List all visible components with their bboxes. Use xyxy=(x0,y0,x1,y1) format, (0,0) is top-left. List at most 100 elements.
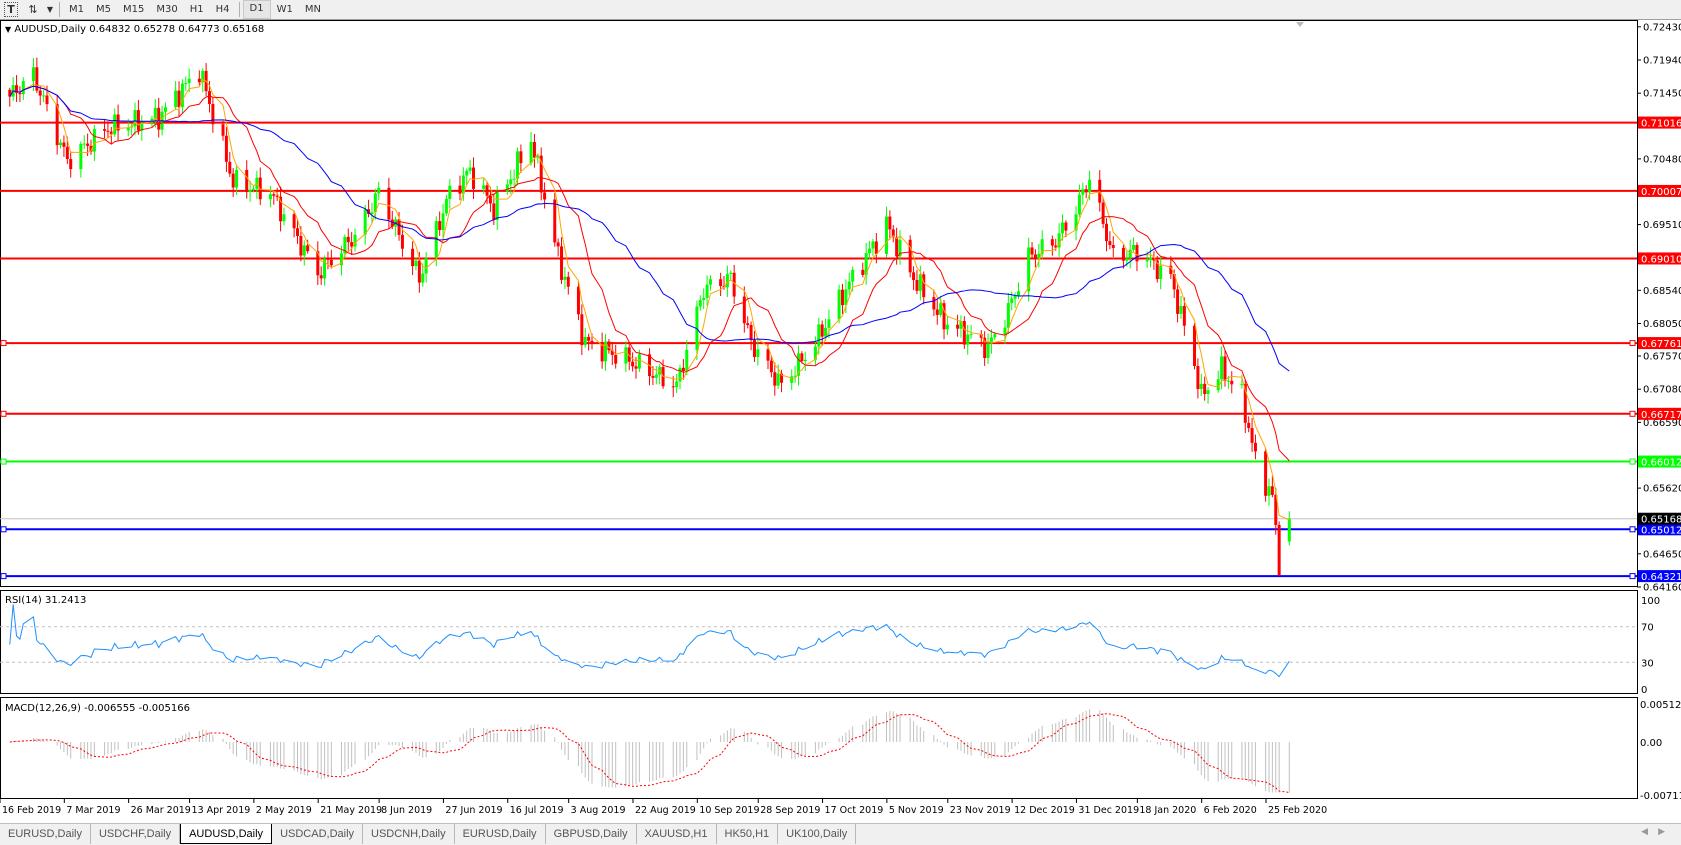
candle-body xyxy=(654,374,658,378)
tab-eurusd-daily[interactable]: EURUSD,Daily xyxy=(455,824,546,844)
candle-body xyxy=(956,324,960,329)
candle-body xyxy=(1074,214,1078,231)
candle xyxy=(627,342,631,371)
candle xyxy=(749,321,753,351)
timeframe-m15[interactable]: M15 xyxy=(123,4,145,15)
tab-audusd-daily[interactable]: AUDUSD,Daily xyxy=(180,824,273,844)
candle-body xyxy=(18,92,22,95)
line-handle-icon[interactable] xyxy=(1629,340,1636,347)
chart-area[interactable]: 0.72430 0.71940 0.71450 0.70480 0.69510 0.685… xyxy=(0,20,1681,820)
line-handle-icon[interactable] xyxy=(1629,573,1636,580)
candle-body xyxy=(38,90,42,96)
line-handle-icon[interactable] xyxy=(1629,526,1636,533)
candle-body xyxy=(482,185,486,189)
line-price-label: 0.67761 xyxy=(1641,339,1681,350)
candle xyxy=(319,266,323,285)
timeframe-w1[interactable]: W1 xyxy=(276,4,293,15)
tab-xauusd-h1[interactable]: XAUUSD,H1 xyxy=(637,824,717,844)
price-tick-label: 0.69510 xyxy=(1643,220,1681,231)
candle xyxy=(698,295,702,311)
candle-body xyxy=(163,107,167,112)
line-handle-icon[interactable] xyxy=(0,526,7,533)
candle xyxy=(1081,182,1085,205)
candle xyxy=(560,237,564,285)
tab-usdcad-daily[interactable]: USDCAD,Daily xyxy=(272,824,364,844)
candle-body xyxy=(979,334,983,338)
candle xyxy=(583,328,587,348)
candle xyxy=(69,151,73,178)
price-tick-label: 0.68050 xyxy=(1643,319,1681,330)
candle xyxy=(113,108,117,137)
timeframe-h4[interactable]: H4 xyxy=(215,4,230,15)
line-handle-icon[interactable] xyxy=(0,340,7,347)
candle xyxy=(539,147,543,201)
candle xyxy=(888,210,892,240)
candle xyxy=(742,286,746,333)
line-handle-icon[interactable] xyxy=(0,410,7,417)
candle xyxy=(1287,511,1291,546)
candle xyxy=(932,289,936,317)
candle-body xyxy=(884,216,888,254)
candle xyxy=(353,228,357,252)
timeframe-d1[interactable]: D1 xyxy=(242,0,271,19)
tab-usdcnh-daily[interactable]: USDCNH,Daily xyxy=(363,824,455,844)
candle-body xyxy=(224,135,228,162)
candle xyxy=(1121,244,1125,269)
candle-body xyxy=(529,141,533,164)
date-tick-label: 17 Oct 2019 xyxy=(825,805,884,816)
candle xyxy=(1267,478,1271,506)
dropdown-icon[interactable]: ▼ xyxy=(46,5,54,14)
candle-body xyxy=(370,212,374,215)
collapse-triangle-icon[interactable]: ▼ xyxy=(5,25,12,34)
line-price-label: 0.64321 xyxy=(1641,572,1681,583)
candle-body xyxy=(817,324,821,347)
candle-body xyxy=(505,184,509,192)
candle-body xyxy=(868,248,872,254)
candle-body xyxy=(685,349,689,371)
line-handle-icon[interactable] xyxy=(0,573,7,580)
date-tick-label: 26 Mar 2019 xyxy=(131,805,191,816)
candle xyxy=(837,284,841,324)
tab-gbpusd-daily[interactable]: GBPUSD,Daily xyxy=(546,824,637,844)
price-tick-label: 0.71450 xyxy=(1643,89,1681,100)
tab-usdchf-daily[interactable]: USDCHF,Daily xyxy=(91,824,181,844)
timeframe-mn[interactable]: MN xyxy=(304,4,321,15)
arrows-tool-icon[interactable]: ⇅ xyxy=(28,3,38,16)
line-handle-icon[interactable] xyxy=(0,458,7,465)
tab-hk50-h1[interactable]: HK50,H1 xyxy=(717,824,779,844)
candle xyxy=(326,251,330,270)
candle xyxy=(292,210,296,238)
text-tool-icon[interactable]: T xyxy=(0,1,22,18)
candle-body xyxy=(421,273,425,283)
candle xyxy=(323,255,327,286)
candle-body xyxy=(861,269,865,275)
candle xyxy=(607,338,611,354)
date-tick-label: 25 Feb 2020 xyxy=(1268,805,1327,816)
candle-body xyxy=(708,279,712,285)
candle-body xyxy=(387,187,391,220)
candle xyxy=(512,169,516,187)
candle-body xyxy=(590,340,594,343)
line-handle-icon[interactable] xyxy=(1629,458,1636,465)
candle xyxy=(248,180,252,202)
candle-body xyxy=(1111,245,1115,248)
candle-body xyxy=(417,260,421,283)
line-handle-icon[interactable] xyxy=(1629,410,1636,417)
candle xyxy=(377,181,381,200)
candle xyxy=(316,241,320,286)
tab-uk100-daily[interactable]: UK100,Daily xyxy=(778,824,857,844)
timeframe-m5[interactable]: M5 xyxy=(96,4,111,15)
timeframe-m1[interactable]: M1 xyxy=(69,4,84,15)
candle xyxy=(38,85,42,106)
timeframe-m30[interactable]: M30 xyxy=(156,4,178,15)
date-tick-label: 31 Dec 2019 xyxy=(1078,805,1139,816)
candle-body xyxy=(1132,244,1136,250)
tab-scroll-arrows-icon[interactable]: ◀▶ xyxy=(1641,827,1675,837)
tab-eurusd-daily[interactable]: EURUSD,Daily xyxy=(0,824,91,844)
candle xyxy=(1253,434,1257,460)
candle xyxy=(600,332,604,369)
timeframe-h1[interactable]: H1 xyxy=(189,4,204,15)
candle-body xyxy=(458,185,462,194)
candle xyxy=(157,97,161,138)
price-tick-label: 0.70480 xyxy=(1643,154,1681,165)
